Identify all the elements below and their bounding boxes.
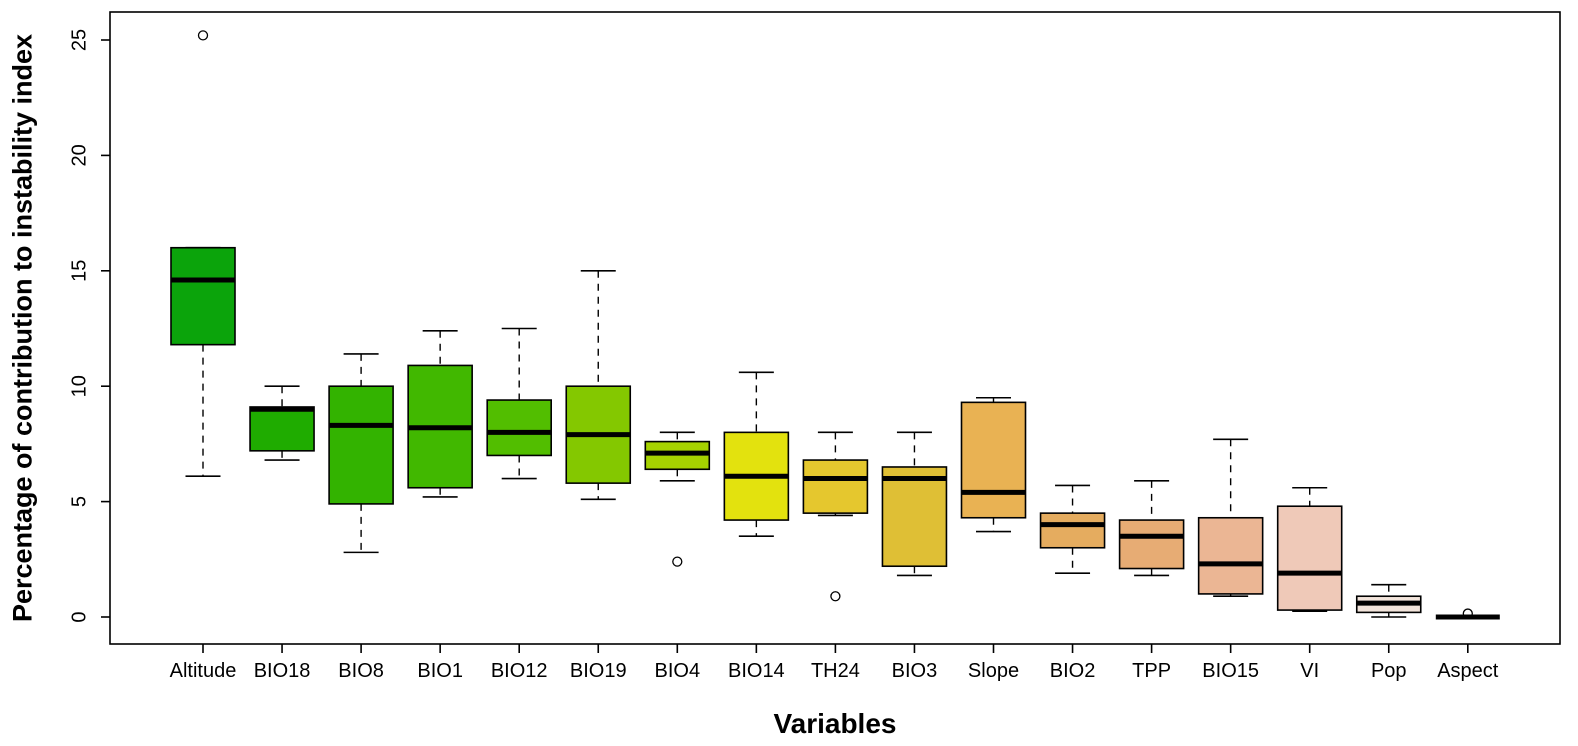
y-tick-label: 5 [68,496,90,507]
x-tick-label-bio8: BIO8 [338,660,384,682]
x-tick-label-bio4: BIO4 [655,660,701,682]
x-tick-label-bio14: BIO14 [728,660,785,682]
x-tick-label-aspect: Aspect [1437,660,1499,682]
outlier-aspect-0 [1462,608,1473,619]
box-altitude [170,246,236,346]
plot-border [109,11,1561,645]
x-tick-label-tpp: TPP [1132,660,1171,682]
box-slope [960,401,1027,519]
x-tick-label-bio2: BIO2 [1050,660,1096,682]
box-bio8 [328,385,394,505]
x-tick-label-altitude: Altitude [170,660,237,682]
y-tick-label: 0 [68,611,90,622]
x-tick-label-bio15: BIO15 [1202,660,1259,682]
x-tick-label-bio12: BIO12 [491,660,548,682]
y-tick-label: 20 [68,144,90,166]
x-tick-label-slope: Slope [968,660,1019,682]
outlier-altitude-0 [197,30,209,41]
x-axis-title: Variables [773,708,897,739]
box-vi [1276,505,1343,611]
y-tick-label: 10 [68,375,90,397]
x-tick-label-bio3: BIO3 [892,660,938,682]
x-tick-label-bio18: BIO18 [254,660,311,682]
box-th24 [802,459,869,514]
y-tick-label: 25 [68,29,90,51]
x-tick-label-pop: Pop [1371,660,1407,682]
y-tick-label: 15 [68,260,90,282]
x-tick-label-bio1: BIO1 [417,660,463,682]
box-bio12 [486,399,553,457]
outlier-bio4-0 [672,556,683,567]
box-bio2 [1039,512,1106,549]
outlier-th24-0 [830,591,841,602]
box-bio18 [249,406,315,452]
box-bio15 [1197,516,1264,595]
x-tick-label-bio19: BIO19 [570,660,627,682]
box-tpp [1118,519,1185,570]
x-tick-label-vi: VI [1300,660,1319,682]
x-tick-label-th24: TH24 [811,660,860,682]
box-bio3 [881,466,948,568]
